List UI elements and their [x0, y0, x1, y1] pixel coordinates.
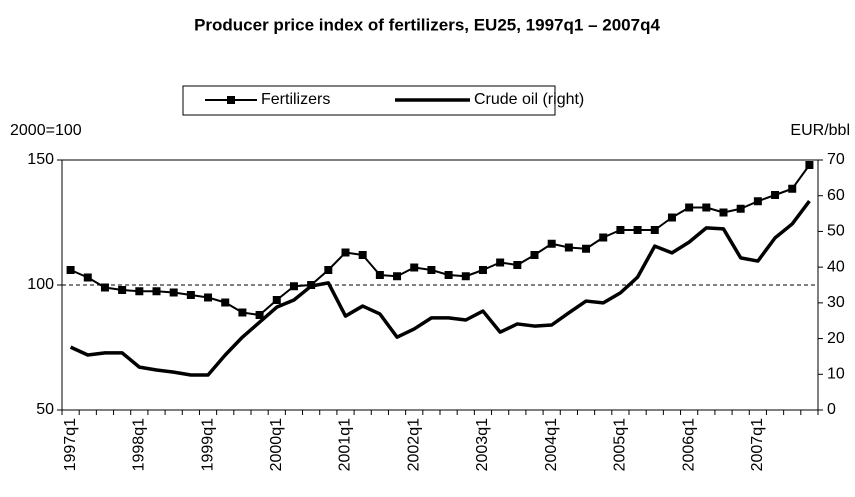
series-marker [530, 251, 539, 259]
series-marker [667, 213, 676, 222]
series-marker [410, 263, 419, 272]
series-marker [255, 311, 264, 319]
series-marker [753, 197, 762, 206]
chart-title: Producer price index of fertilizers, EU2… [194, 15, 660, 34]
x-tick-label: 2005q1 [612, 418, 629, 471]
x-tick-label: 2003q1 [474, 418, 491, 471]
series-marker [186, 291, 195, 299]
legend-label: Fertilizers [261, 91, 330, 108]
series-marker [341, 248, 350, 257]
x-tick-label: 2006q1 [680, 418, 697, 471]
series-marker [83, 273, 92, 282]
series-marker [100, 283, 109, 292]
y2-tick-label: 60 [827, 187, 845, 204]
series-marker [736, 204, 745, 213]
series-marker [152, 287, 161, 296]
series-marker [204, 293, 213, 302]
y2-tick-label: 40 [827, 258, 845, 275]
y2-tick-label: 70 [827, 151, 845, 168]
series-marker [788, 184, 797, 193]
series-marker [169, 288, 178, 297]
y-tick-label: 100 [27, 276, 54, 293]
series-marker [444, 271, 453, 279]
x-tick-label: 2001q1 [337, 418, 354, 471]
x-tick-label: 2002q1 [405, 418, 422, 471]
series-marker [685, 203, 694, 212]
x-tick-label: 1999q1 [199, 418, 216, 471]
series-marker [135, 287, 144, 296]
x-tick-label: 2000q1 [268, 418, 285, 471]
series-marker [564, 243, 573, 252]
series-marker [702, 203, 711, 212]
y-tick-label: 150 [27, 151, 54, 168]
y2-tick-label: 30 [827, 294, 845, 311]
series-marker [393, 272, 402, 281]
legend-label: Crude oil (right) [474, 91, 584, 108]
plot-frame [61, 159, 819, 411]
series-marker [805, 161, 814, 169]
y2-tick-label: 50 [827, 223, 845, 240]
y2-tick-label: 10 [827, 366, 845, 383]
series-marker [650, 226, 659, 234]
series-line [69, 200, 811, 377]
series-marker [478, 266, 487, 274]
series-marker [375, 271, 384, 279]
series-line [70, 164, 811, 316]
y2-tick-label: 20 [827, 330, 845, 347]
series-marker [358, 251, 367, 259]
series-marker [427, 266, 436, 274]
y2-tick-label: 0 [827, 401, 836, 418]
series-marker [582, 244, 591, 253]
series-marker [289, 282, 298, 291]
x-tick-label: 1998q1 [131, 418, 148, 471]
series-marker [118, 286, 127, 294]
series-marker [272, 296, 281, 304]
y2-axis-label: EUR/bbl [790, 122, 850, 139]
series-marker [616, 226, 625, 234]
x-tick-label: 1997q1 [62, 418, 79, 471]
series-marker [496, 258, 505, 267]
series-marker [547, 239, 556, 248]
series-marker [324, 266, 333, 274]
series-marker [513, 261, 522, 269]
series-marker [771, 191, 780, 199]
x-tick-label: 2004q1 [543, 418, 560, 471]
legend-marker [227, 96, 235, 104]
series-marker [238, 308, 247, 317]
series-marker [719, 208, 728, 217]
y-tick-label: 50 [36, 401, 54, 418]
series-marker [461, 272, 470, 281]
series-marker [66, 266, 75, 274]
series-marker [221, 298, 230, 307]
y-axis-label: 2000=100 [10, 122, 82, 139]
x-tick-label: 2007q1 [749, 418, 766, 471]
series-marker [599, 233, 608, 242]
series-marker [633, 226, 642, 234]
